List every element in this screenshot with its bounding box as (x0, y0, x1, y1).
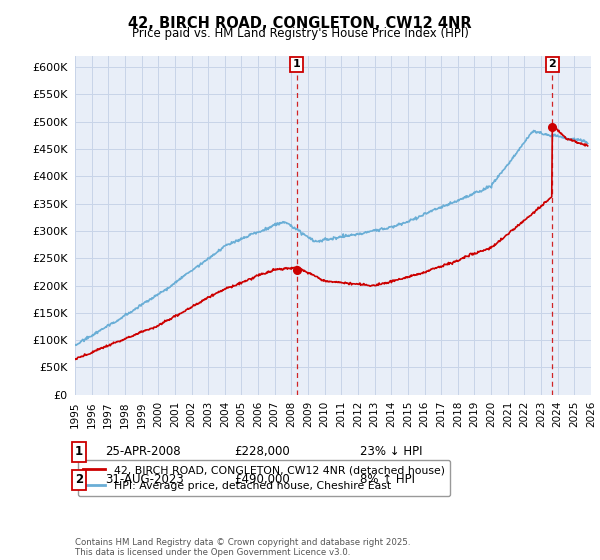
Text: Contains HM Land Registry data © Crown copyright and database right 2025.
This d: Contains HM Land Registry data © Crown c… (75, 538, 410, 557)
Legend: 42, BIRCH ROAD, CONGLETON, CW12 4NR (detached house), HPI: Average price, detach: 42, BIRCH ROAD, CONGLETON, CW12 4NR (det… (78, 460, 450, 496)
Text: 2: 2 (75, 473, 83, 487)
Text: 8% ↑ HPI: 8% ↑ HPI (360, 473, 415, 487)
Text: £490,000: £490,000 (234, 473, 290, 487)
Text: 1: 1 (293, 59, 301, 69)
Text: 25-APR-2008: 25-APR-2008 (105, 445, 181, 459)
Text: 1: 1 (75, 445, 83, 459)
Text: 31-AUG-2023: 31-AUG-2023 (105, 473, 184, 487)
Text: £228,000: £228,000 (234, 445, 290, 459)
Text: Price paid vs. HM Land Registry's House Price Index (HPI): Price paid vs. HM Land Registry's House … (131, 27, 469, 40)
Text: 23% ↓ HPI: 23% ↓ HPI (360, 445, 422, 459)
Text: 42, BIRCH ROAD, CONGLETON, CW12 4NR: 42, BIRCH ROAD, CONGLETON, CW12 4NR (128, 16, 472, 31)
Text: 2: 2 (548, 59, 556, 69)
